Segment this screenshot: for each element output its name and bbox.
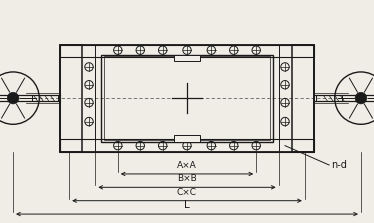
Bar [101,55,273,142]
Bar [316,95,342,101]
Text: L: L [184,200,190,210]
Circle shape [7,92,19,104]
Bar [60,45,314,152]
Text: A×A: A×A [177,161,197,170]
Bar [174,135,200,142]
Text: C×C: C×C [177,188,197,197]
Circle shape [355,92,367,104]
Bar [60,45,314,57]
Text: n-d: n-d [331,160,347,170]
Bar [104,56,270,140]
Text: B×B: B×B [177,174,197,183]
Bar [174,55,200,61]
Bar [60,139,314,152]
Bar [60,45,82,152]
Bar [32,95,58,101]
Bar [292,45,314,152]
